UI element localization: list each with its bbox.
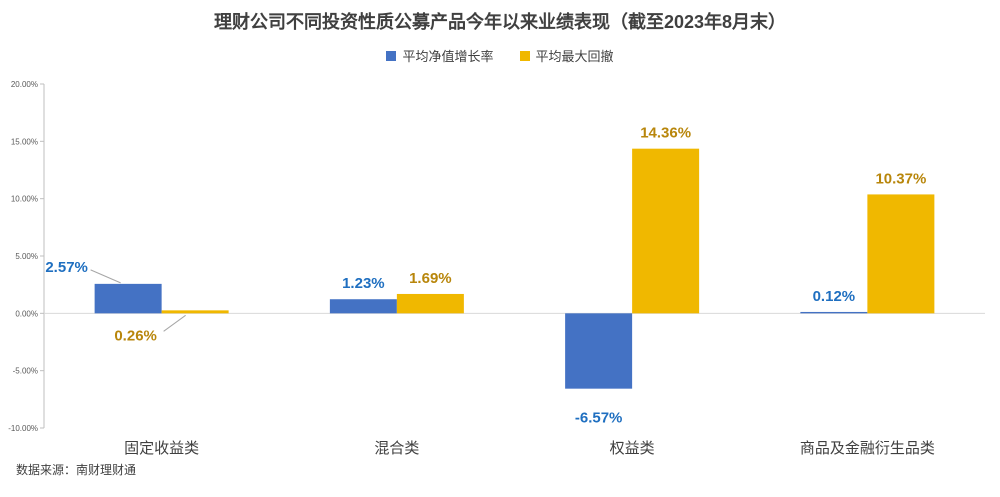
data-label: 0.26%: [114, 327, 157, 344]
y-tick-label: 5.00%: [15, 252, 38, 261]
y-tick-label: 15.00%: [11, 137, 38, 146]
bar: [800, 311, 868, 314]
leader-line: [163, 314, 186, 332]
source-note: 数据来源：南财理财通: [16, 463, 137, 477]
data-label: 1.23%: [342, 275, 385, 292]
data-label: 14.36%: [640, 125, 691, 142]
legend-swatch-growth: [386, 50, 397, 61]
bar: [396, 293, 464, 314]
x-tick-label: 固定收益类: [124, 440, 199, 457]
y-tick-label: 0.00%: [15, 309, 38, 318]
chart-title: 理财公司不同投资性质公募产品今年以来业绩表现（截至2023年8月末）: [213, 12, 787, 32]
x-tick-label: 商品及金融衍生品类: [800, 440, 935, 457]
y-tick-label: -5.00%: [13, 367, 38, 376]
bar: [94, 283, 162, 314]
bar: [632, 148, 700, 314]
y-tick-label: 20.00%: [11, 80, 38, 89]
bar: [565, 313, 633, 389]
data-label: -6.57%: [575, 410, 623, 427]
bar: [161, 310, 229, 314]
legend: 平均净值增长率 平均最大回撤: [0, 46, 1000, 65]
x-tick-label: 混合类: [374, 440, 419, 457]
leader-line: [90, 269, 121, 284]
bar: [867, 194, 935, 314]
y-tick-label: 10.00%: [11, 195, 38, 204]
data-label: 10.37%: [875, 170, 926, 187]
y-tick-label: -10.00%: [8, 424, 38, 433]
data-label: 1.69%: [409, 270, 452, 287]
legend-label-growth: 平均净值增长率: [402, 49, 494, 64]
legend-item-growth: 平均净值增长率: [386, 46, 494, 65]
legend-item-drawdown: 平均最大回撤: [519, 46, 614, 65]
x-tick-label: 权益类: [610, 440, 655, 457]
legend-swatch-drawdown: [519, 50, 530, 61]
data-label: 2.57%: [45, 259, 88, 276]
bar: [329, 299, 397, 314]
legend-label-drawdown: 平均最大回撤: [535, 49, 614, 64]
data-label: 0.12%: [813, 288, 856, 305]
